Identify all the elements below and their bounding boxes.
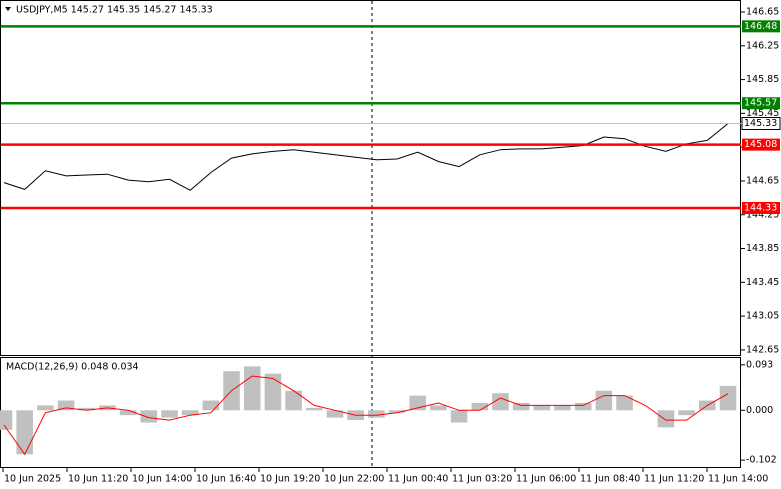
macd-bar — [533, 405, 551, 411]
y-tick-label: 146.65 — [746, 6, 779, 17]
macd-bar — [119, 410, 137, 416]
y-tick-label: 146.25 — [746, 40, 779, 51]
macd-bar — [37, 405, 54, 411]
x-tick-label: 10 Jun 2025 — [4, 474, 61, 485]
main-frame — [0, 0, 741, 356]
chart-title: USDJPY,M5 145.27 145.35 145.27 145.33 — [16, 5, 213, 16]
macd-bar — [368, 410, 385, 418]
x-tick-label: 10 Jun 11:20 — [68, 474, 128, 485]
x-tick-label: 10 Jun 14:00 — [132, 474, 192, 485]
level-box — [742, 97, 780, 110]
y-tick-label: -0.102 — [746, 455, 777, 466]
y-tick-label: 0.093 — [746, 359, 773, 370]
macd-bar — [243, 366, 261, 411]
macd-bar — [326, 410, 344, 418]
y-tick-label: 0.000 — [746, 405, 773, 416]
macd-bar — [57, 400, 75, 411]
y-tick-label: 144.65 — [746, 175, 779, 186]
signal-line — [3, 375, 729, 456]
level-label: 144.33 — [744, 202, 777, 213]
menu-arrow — [5, 7, 11, 11]
current-price-box — [741, 117, 781, 131]
macd-bar — [140, 410, 158, 423]
macd-bar — [574, 402, 592, 411]
macd-bar — [471, 402, 489, 411]
current-price-label: 145.33 — [744, 118, 777, 129]
macd-bar — [285, 390, 302, 411]
x-tick-label: 11 Jun 14:00 — [708, 474, 768, 485]
macd-bar — [16, 410, 33, 455]
macd-bar — [0, 410, 13, 430]
y-tick-label: 145.85 — [746, 74, 779, 85]
macd-bar — [161, 410, 178, 418]
level-label: 146.48 — [744, 21, 777, 32]
x-tick-label: 10 Jun 16:40 — [196, 474, 256, 485]
macd-bar — [78, 407, 96, 411]
macd-title: MACD(12,26,9) 0.048 0.034 — [6, 362, 139, 373]
x-tick-label: 11 Jun 06:00 — [516, 474, 576, 485]
x-tick-label: 11 Jun 08:40 — [580, 474, 640, 485]
macd-bar — [492, 393, 509, 411]
macd-bar — [202, 400, 220, 411]
level-box — [742, 138, 780, 151]
macd-bar — [657, 410, 675, 428]
macd-bar — [264, 373, 282, 411]
macd-bar — [430, 405, 447, 411]
macd-bar — [512, 402, 530, 411]
y-tick-label: 142.65 — [746, 344, 779, 355]
x-tick-label: 11 Jun 11:20 — [644, 474, 704, 485]
level-label: 145.08 — [744, 139, 777, 150]
macd-bar — [181, 410, 199, 416]
macd-bar — [616, 395, 633, 411]
y-tick-label: 143.45 — [746, 277, 779, 288]
macd-bar — [306, 407, 323, 411]
macd-bar — [554, 405, 571, 411]
x-tick-label: 10 Jun 19:20 — [260, 474, 320, 485]
macd-bar — [450, 410, 468, 423]
y-tick-label: 143.05 — [746, 311, 779, 322]
y-tick-label: 145.45 — [746, 108, 779, 119]
macd-bar — [719, 385, 737, 411]
macd-bar — [388, 410, 406, 413]
x-tick-label: 11 Jun 03:20 — [452, 474, 512, 485]
macd-bar — [595, 390, 613, 411]
price-line — [3, 123, 729, 191]
level-label: 145.57 — [744, 98, 777, 109]
y-tick-label: 144.25 — [746, 209, 779, 220]
x-tick-label: 10 Jun 22:00 — [324, 474, 384, 485]
macd-bar — [678, 410, 695, 416]
level-box — [742, 201, 780, 214]
y-tick-label: 143.85 — [746, 243, 779, 254]
x-tick-label: 11 Jun 00:40 — [388, 474, 448, 485]
level-box — [742, 20, 780, 33]
